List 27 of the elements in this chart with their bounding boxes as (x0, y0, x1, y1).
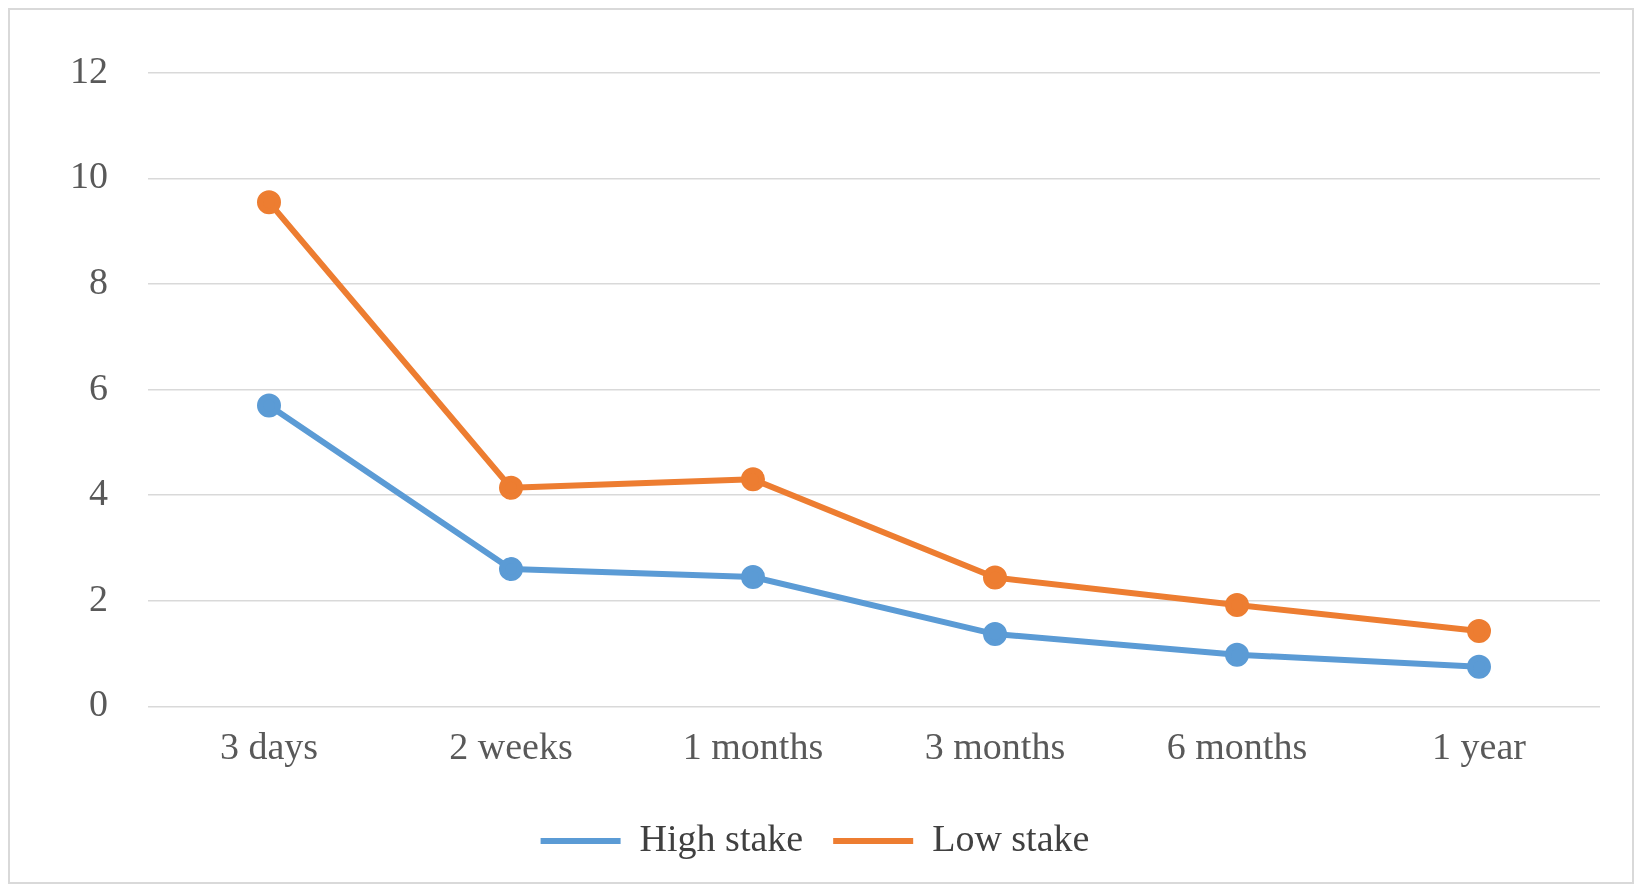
point (499, 557, 523, 582)
y-tick-label: 0 (89, 682, 108, 725)
x-tick-label: 3 days (219, 725, 319, 768)
point (1225, 593, 1249, 618)
x-tick-label: 1 months (682, 725, 824, 768)
x-tick-label: 1 year (1432, 725, 1527, 768)
y-tick-label: 10 (70, 154, 108, 197)
y-tick-label: 4 (89, 471, 108, 514)
y-tick-label: 12 (70, 48, 108, 91)
point (257, 190, 281, 215)
point (1467, 654, 1491, 679)
point (499, 475, 523, 500)
y-tick-label: 2 (89, 576, 108, 619)
y-tick-label: 8 (89, 259, 108, 302)
point (741, 467, 765, 492)
x-tick-label: 6 months (1166, 725, 1308, 768)
y-tick-label: 6 (89, 365, 108, 408)
point (1225, 642, 1249, 667)
x-tick-label: 3 months (924, 725, 1066, 768)
legend-label: High stake (639, 816, 804, 859)
point (983, 622, 1007, 647)
point (257, 393, 281, 418)
point (1467, 618, 1491, 643)
point (983, 565, 1007, 590)
legend-label: Low stake (932, 816, 1090, 859)
point (741, 565, 765, 590)
x-tick-label: 2 weeks (449, 725, 573, 768)
